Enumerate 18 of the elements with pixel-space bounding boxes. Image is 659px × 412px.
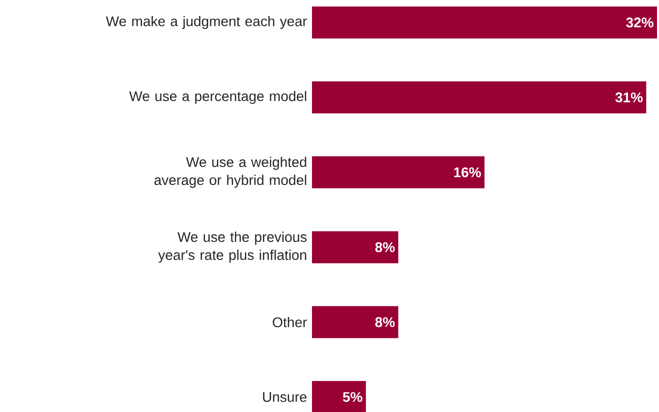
- bar: [312, 81, 646, 114]
- bar: [312, 6, 657, 38]
- y-tick-label: We use a weighted average or hybrid model: [154, 156, 306, 188]
- bar: [312, 306, 398, 338]
- bar: [312, 231, 398, 264]
- y-tick-label: We use the previous year's rate plus inflation: [158, 232, 307, 263]
- y-tick-label: Unsure: [263, 392, 307, 402]
- data-label: 16%: [454, 167, 481, 178]
- bar: [312, 156, 484, 188]
- bar: [312, 381, 366, 412]
- data-label: 5%: [342, 392, 362, 402]
- data-label: 8%: [375, 317, 395, 328]
- data-label: 32%: [626, 18, 654, 28]
- y-tick-label: Other: [272, 316, 307, 328]
- data-label: 8%: [375, 242, 395, 252]
- data-label: 31%: [615, 92, 643, 102]
- y-tick-label: We use a percentage model: [129, 90, 306, 104]
- y-tick-label: We make a judgment each year: [106, 16, 307, 29]
